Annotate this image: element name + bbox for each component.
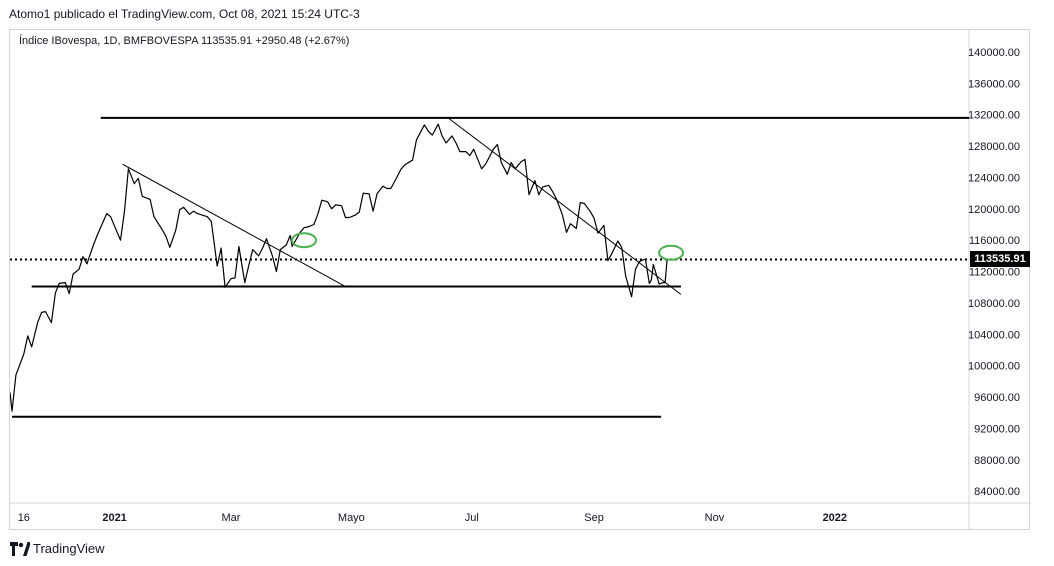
- x-tick-label: Sep: [584, 512, 604, 524]
- breakout-circle[interactable]: [291, 232, 318, 249]
- x-tick-label: 2021: [102, 512, 126, 524]
- y-tick-label: 136000.00: [968, 78, 1020, 90]
- x-tick-label: Mayo: [338, 512, 365, 524]
- breakout-circle[interactable]: [658, 244, 685, 261]
- y-tick-label: 128000.00: [968, 141, 1020, 153]
- y-tick-label: 104000.00: [968, 329, 1020, 341]
- x-tick-label: Mar: [222, 512, 241, 524]
- y-tick-label: 92000.00: [974, 423, 1020, 435]
- brand-name: TradingView: [33, 541, 105, 556]
- y-tick-label: 96000.00: [974, 392, 1020, 404]
- y-tick-label: 108000.00: [968, 298, 1020, 310]
- x-tick-label: Jul: [465, 512, 479, 524]
- tradingview-brand[interactable]: TradingView: [10, 541, 105, 556]
- last-price-label: 113535.91: [970, 251, 1030, 267]
- y-tick-label: 84000.00: [974, 486, 1020, 498]
- chart-canvas[interactable]: 140000.00 136000.00 132000.00 128000.00 1240…: [10, 30, 1031, 531]
- y-tick-label: 120000.00: [968, 204, 1020, 216]
- y-tick-label: 140000.00: [968, 47, 1020, 59]
- tradingview-logo-icon: [10, 541, 30, 556]
- x-tick-label: Nov: [705, 512, 725, 524]
- trend-line[interactable]: [447, 117, 682, 295]
- y-tick-label: 132000.00: [968, 110, 1020, 122]
- y-tick-label: 116000.00: [969, 235, 1020, 247]
- x-tick-label: 2022: [823, 512, 847, 524]
- x-tick-label: 16: [18, 512, 30, 524]
- y-tick-label: 100000.00: [968, 361, 1020, 373]
- trend-line[interactable]: [122, 163, 346, 287]
- y-tick-label: 88000.00: [974, 455, 1020, 467]
- price-series-line: [10, 123, 668, 412]
- chart-frame: 140000.00 136000.00 132000.00 128000.00 1240…: [9, 29, 1031, 531]
- publication-info: Atomo1 publicado el TradingView.com, Oct…: [9, 7, 360, 21]
- y-tick-label: 124000.00: [968, 172, 1020, 184]
- y-tick-label: 112000.00: [969, 267, 1020, 279]
- symbol-legend[interactable]: Índice IBovespa, 1D, BMFBOVESPA 113535.9…: [19, 35, 350, 47]
